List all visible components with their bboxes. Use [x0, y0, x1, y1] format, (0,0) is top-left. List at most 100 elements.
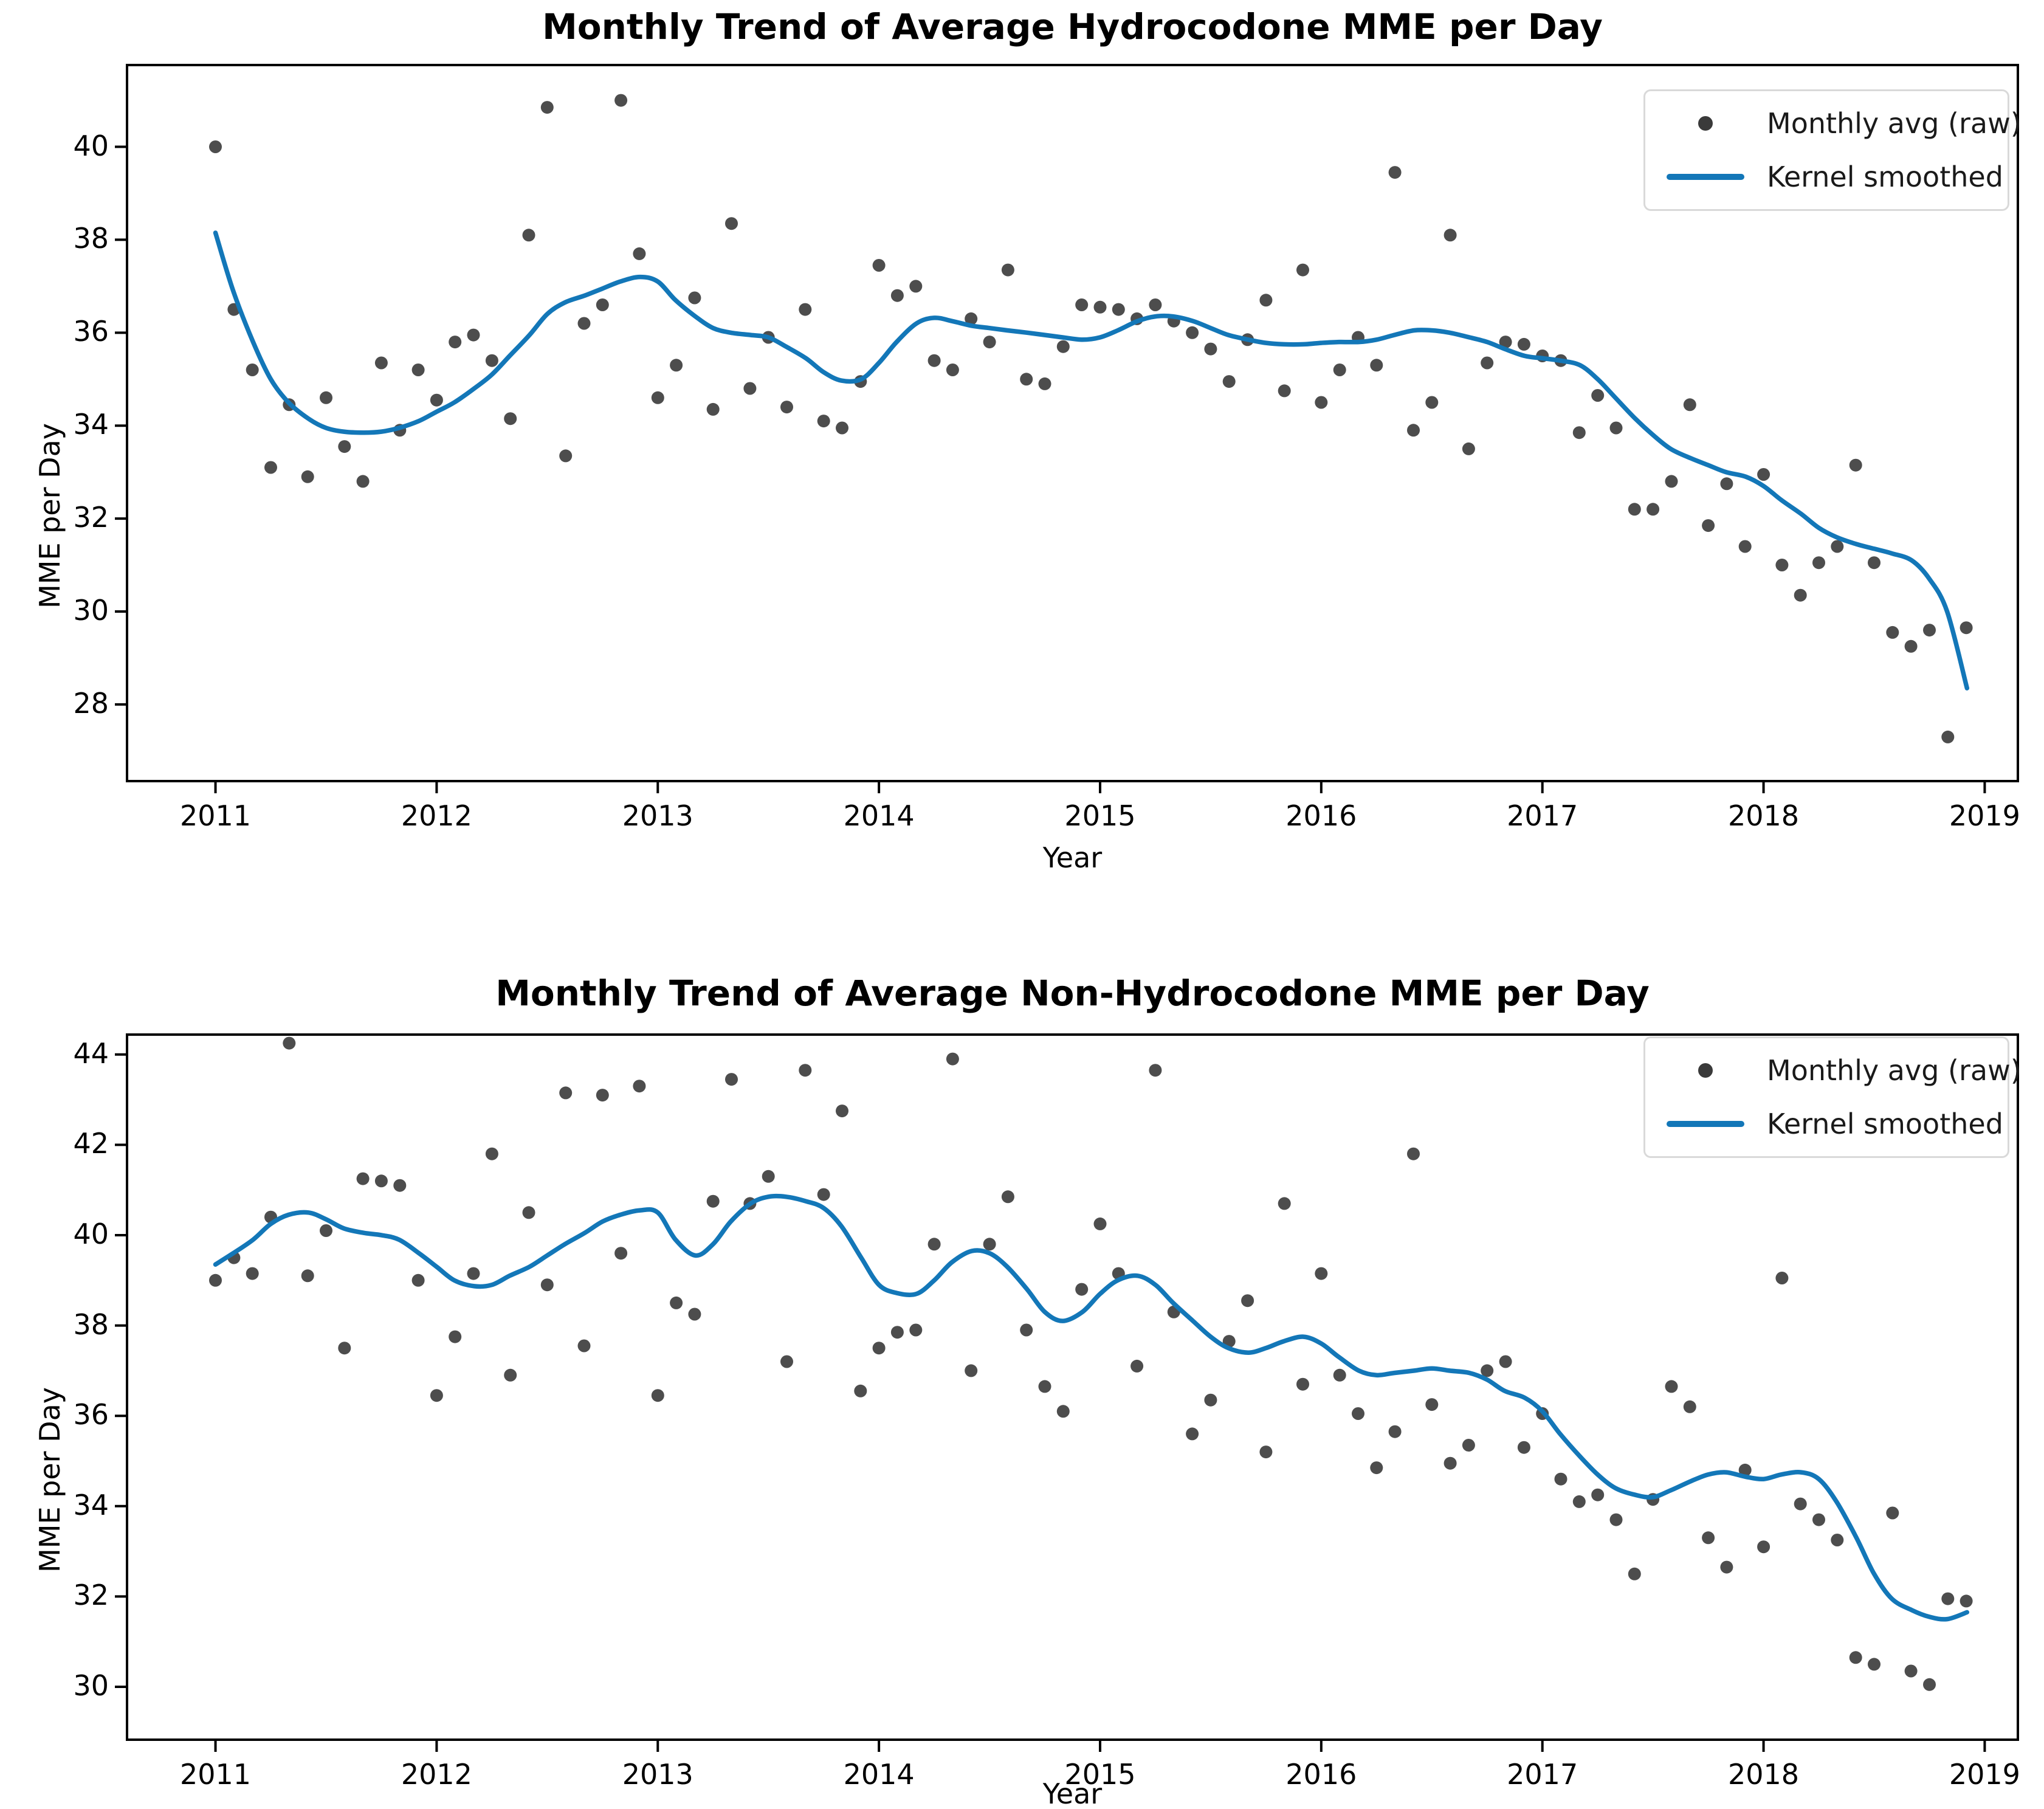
data-point [356, 1172, 370, 1185]
data-point [1056, 1405, 1070, 1418]
data-point [651, 1389, 664, 1402]
data-point [1647, 503, 1660, 516]
data-point [1204, 1393, 1217, 1407]
scatter-marker-icon [1666, 1063, 1745, 1078]
data-point [1702, 1531, 1715, 1545]
data-point [706, 402, 720, 416]
data-point [1075, 1283, 1089, 1296]
x-tick-label: 2018 [1728, 799, 1800, 832]
data-point [965, 1364, 978, 1377]
data-point [1517, 337, 1530, 351]
data-point [1333, 1368, 1346, 1382]
data-point [1812, 556, 1825, 570]
data-point [1204, 342, 1217, 356]
data-point [485, 354, 498, 367]
data-point [1001, 263, 1014, 277]
data-point [983, 336, 996, 349]
chart2-title: Monthly Trend of Average Non-Hydrocodone… [495, 973, 1650, 1014]
data-point [1370, 1461, 1383, 1475]
data-point [1020, 373, 1033, 386]
data-point [1186, 1427, 1199, 1441]
data-point [688, 291, 701, 305]
data-point [356, 475, 370, 488]
x-tick-label: 2011 [179, 799, 252, 832]
y-tick-label: 34 [73, 408, 109, 441]
data-point [1038, 377, 1051, 390]
data-point [246, 1267, 259, 1280]
y-tick-label: 28 [73, 686, 109, 720]
data-point [1831, 540, 1844, 553]
data-point [246, 364, 259, 376]
data-point [1038, 1380, 1051, 1393]
y-tick-label: 30 [73, 1669, 109, 1703]
data-point [504, 1368, 517, 1382]
data-point [1960, 621, 1973, 635]
legend-label-smoothed: Kernel smoothed [1767, 160, 2003, 193]
data-point [762, 1170, 775, 1183]
y-tick-label: 40 [73, 1217, 109, 1250]
data-point [1868, 1658, 1881, 1671]
data-point [1499, 336, 1512, 349]
data-point [1720, 477, 1733, 491]
data-point [411, 364, 425, 376]
data-point [283, 1036, 296, 1050]
legend-row-scatter: Monthly avg (raw) [1666, 107, 2022, 140]
chart1-x-axis-label: Year [1042, 841, 1103, 874]
data-point [1149, 1064, 1162, 1077]
data-point [504, 412, 517, 426]
smoothed-line [213, 1193, 1970, 1622]
data-point [1001, 1190, 1014, 1204]
data-point [1425, 1398, 1439, 1411]
data-point [1868, 556, 1881, 570]
legend-label-smoothed: Kernel smoothed [1767, 1108, 2003, 1140]
data-point [1130, 1359, 1144, 1373]
data-point [1923, 1678, 1936, 1691]
data-point [946, 364, 959, 376]
data-point [1665, 1380, 1678, 1393]
data-point [1923, 624, 1936, 637]
data-point [1904, 1664, 1918, 1678]
data-point [1296, 1377, 1309, 1391]
x-tick-label: 2015 [1064, 1758, 1136, 1791]
data-point [596, 298, 609, 311]
data-point [817, 415, 830, 428]
x-tick-label: 2014 [843, 799, 915, 832]
data-point [1794, 1497, 1807, 1511]
x-tick-label: 2015 [1064, 799, 1136, 832]
data-point [1794, 588, 1807, 602]
legend-row-scatter: Monthly avg (raw) [1666, 1054, 2022, 1087]
data-point [1554, 1472, 1567, 1486]
data-point [1572, 426, 1586, 439]
y-tick-label: 38 [73, 222, 109, 255]
plot-border [126, 1033, 2019, 1741]
data-point [1738, 540, 1752, 553]
x-tick-label: 2016 [1285, 799, 1357, 832]
data-point [301, 470, 314, 483]
data-point [1407, 424, 1420, 437]
data-point [1775, 559, 1789, 571]
data-point [743, 382, 757, 395]
data-point [540, 1278, 554, 1292]
data-point [1683, 1400, 1696, 1413]
data-point [909, 280, 923, 293]
line-marker-icon [1666, 174, 1745, 180]
data-point [577, 1339, 591, 1352]
y-tick-label: 36 [73, 1398, 109, 1432]
data-point [1812, 1513, 1825, 1526]
data-point [1683, 398, 1696, 412]
data-point [817, 1188, 830, 1201]
data-point [688, 1308, 701, 1321]
data-point [651, 391, 664, 404]
data-point [836, 421, 848, 435]
data-point [1499, 1355, 1512, 1368]
x-tick-label: 2011 [179, 1758, 252, 1791]
data-point [338, 440, 351, 453]
data-point [1757, 468, 1770, 481]
scatter-marker-icon [1666, 116, 1745, 131]
y-tick-label: 30 [73, 593, 109, 627]
data-point [449, 1330, 462, 1343]
data-point [1849, 1651, 1862, 1664]
y-tick-label: 32 [73, 501, 109, 534]
data-point [1609, 421, 1623, 435]
